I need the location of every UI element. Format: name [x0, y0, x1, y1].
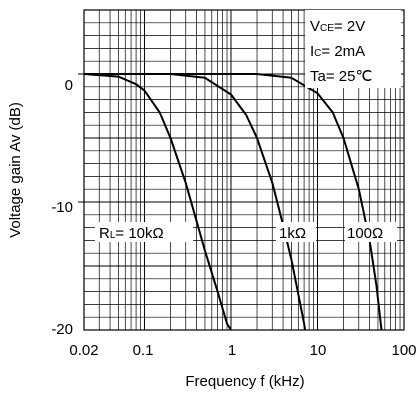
series-label-1k: 1kΩ	[279, 225, 306, 242]
x-tick-0.02: 0.02	[69, 342, 98, 359]
x-axis-label: Frequency f (kHz)	[185, 373, 304, 390]
condition-ic: IC= 2mA	[310, 43, 365, 60]
x-tick-0.1: 0.1	[133, 342, 154, 359]
condition-vce: VCE= 2V	[310, 18, 365, 35]
x-tick-1: 1	[228, 342, 236, 359]
series-curve-0	[83, 73, 232, 331]
y-tick-minus-10: -10	[51, 199, 73, 216]
label-bg-10k	[95, 222, 193, 242]
y-tick-0: 0	[65, 77, 73, 94]
y-tick-minus-20: -20	[51, 321, 73, 338]
x-tick-10: 10	[310, 342, 327, 359]
series-curve-1	[84, 73, 307, 331]
series-curve-2	[84, 73, 383, 331]
label-bg-100	[345, 222, 397, 242]
series-label-10k: RL= 10kΩ	[99, 225, 164, 242]
y-axis-label: Voltage gain Av (dB)	[7, 102, 24, 238]
label-bg-1k	[276, 222, 316, 242]
conditions-box	[305, 10, 401, 88]
x-tick-100: 100	[391, 342, 416, 359]
series-label-100: 100Ω	[347, 225, 383, 242]
condition-ta: Ta= 25℃	[310, 68, 372, 85]
curves	[83, 73, 383, 331]
plot-frame	[83, 9, 405, 331]
